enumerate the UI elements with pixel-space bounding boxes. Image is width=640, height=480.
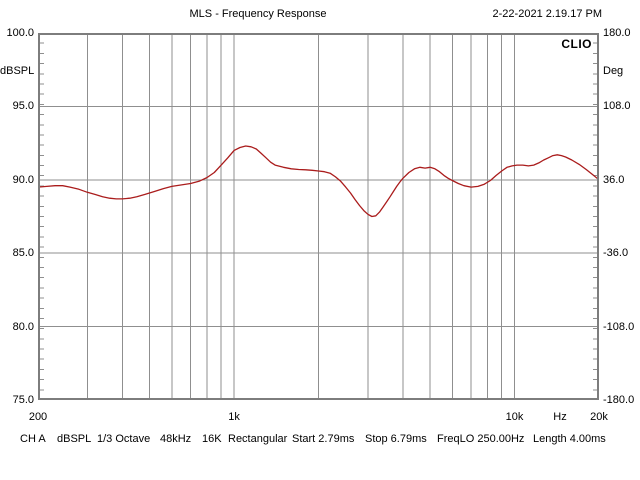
status-item: Start 2.79ms bbox=[292, 433, 355, 445]
status-item: Length 4.00ms bbox=[533, 433, 606, 445]
x-axis-tick-label: 20k bbox=[590, 411, 608, 423]
response-curve bbox=[38, 145, 599, 218]
x-axis-tick-label: 10k bbox=[505, 411, 524, 423]
x-axis-tick-label: 200 bbox=[28, 411, 48, 423]
y-right-unit-label: Deg bbox=[603, 64, 624, 77]
y-left-tick-label: 90.0 bbox=[12, 173, 34, 186]
y-right-tick-label: 108.0 bbox=[603, 100, 631, 113]
status-item: CH A bbox=[20, 433, 46, 445]
y-left-tick-label: 85.0 bbox=[12, 247, 34, 260]
x-axis-unit-label: Hz bbox=[553, 411, 567, 423]
chart-title: MLS - Frequency Response bbox=[189, 8, 327, 20]
y-left-tick-label: 95.0 bbox=[12, 100, 34, 113]
status-item: Rectangular bbox=[228, 433, 288, 445]
status-item: FreqLO 250.00Hz bbox=[437, 433, 525, 445]
frequency-response-plot[interactable] bbox=[38, 33, 599, 400]
status-item: dBSPL bbox=[57, 433, 92, 445]
chart-plot-area[interactable] bbox=[38, 33, 599, 400]
status-item: 16K bbox=[202, 433, 222, 445]
y-right-tick-label: 180.0 bbox=[603, 27, 631, 39]
y-right-tick-label: -180.0 bbox=[603, 394, 635, 406]
measurement-timestamp: 2-22-2021 2.19.17 PM bbox=[492, 8, 602, 20]
y-left-tick-label: 75.0 bbox=[12, 394, 34, 406]
plot-border bbox=[38, 33, 599, 400]
y-right-tick-label: -108.0 bbox=[603, 320, 635, 333]
x-axis-tick-label: 1k bbox=[228, 411, 240, 423]
y-left-tick-label: 100.0 bbox=[6, 27, 34, 39]
y-right-tick-label: 36.0 bbox=[603, 173, 625, 186]
status-item: 48kHz bbox=[160, 433, 192, 445]
y-left-tick-label: 80.0 bbox=[12, 320, 34, 333]
status-item: 1/3 Octave bbox=[97, 433, 151, 445]
clio-brand-label: CLIO bbox=[561, 37, 592, 51]
status-item: Stop 6.79ms bbox=[365, 433, 427, 445]
y-left-unit-label: dBSPL bbox=[0, 64, 35, 77]
y-right-tick-label: -36.0 bbox=[603, 247, 629, 260]
